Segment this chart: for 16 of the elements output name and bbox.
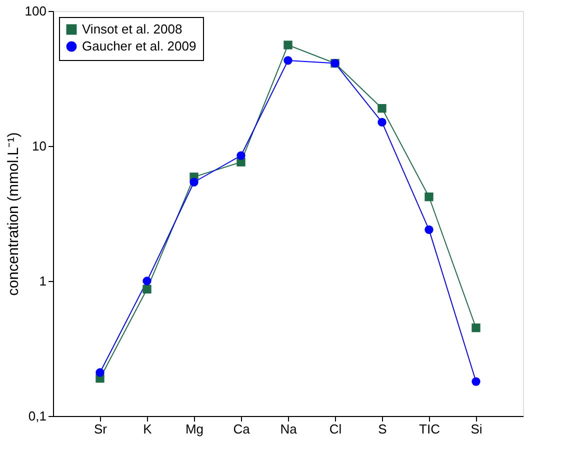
x-tick-label: S (378, 422, 388, 436)
y-tick-label: 100 (24, 4, 46, 18)
x-tick-label: Si (470, 422, 482, 436)
x-tick-label: K (143, 422, 152, 436)
y-axis-title: concentration (mmol.L⁻¹) (4, 132, 22, 296)
legend-label: Vinsot et al. 2008 (82, 22, 182, 36)
x-tick-label: Cl (329, 422, 342, 436)
y-tick-label: 0,1 (28, 408, 46, 424)
x-tick-label: Sr (94, 422, 108, 436)
x-tick-label: Na (280, 422, 298, 436)
x-tick-label: Mg (185, 422, 204, 436)
y-tick-label: 10 (32, 138, 46, 154)
x-tick-label: Ca (233, 422, 251, 436)
x-tick-label: TIC (419, 422, 440, 436)
legend-label: Gaucher et al. 2009 (82, 38, 196, 54)
y-tick-label: 1 (39, 274, 46, 288)
